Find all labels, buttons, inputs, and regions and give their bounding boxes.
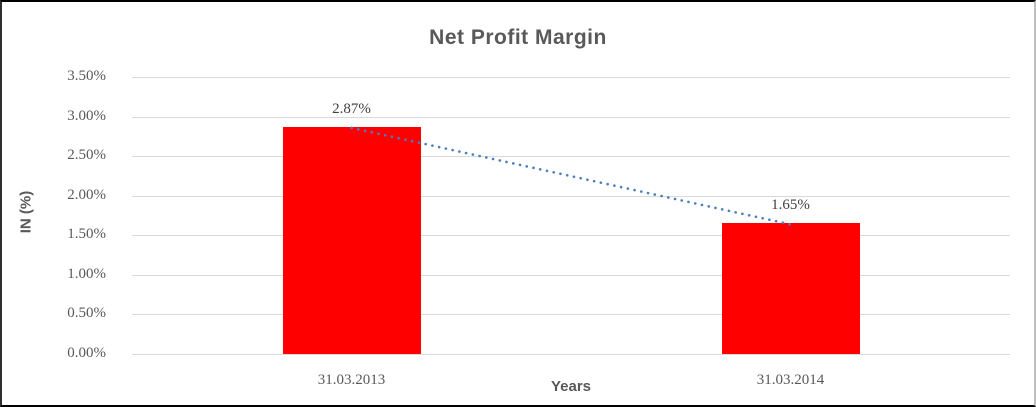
y-tick-label: 2.50% [67,147,106,164]
gridline [132,195,1010,197]
chart-title: Net Profit Margin [429,26,607,49]
x-axis-title: Years [550,378,592,395]
gridline [132,116,1010,118]
y-tick-label: 3.50% [67,68,106,84]
gridline [132,235,1010,237]
bar-31.03.2013[interactable] [282,126,421,354]
y-tick-label: 0.00% [67,345,106,361]
gridline [132,354,1010,355]
x-tick-label: 31.03.2014 [756,372,825,388]
gridline [132,274,1010,276]
x-tick-label: 31.03.2013 [317,372,386,388]
gridline [132,314,1010,316]
trendline-layer [350,126,792,226]
gridline [132,77,1010,78]
gridline [132,156,1010,158]
bar-31.03.2014[interactable] [721,223,860,354]
plot-area: 2.87% 1.65% [132,77,1010,355]
y-tick-label: 2.00% [67,186,106,203]
y-tick-label: 0.50% [67,305,106,322]
y-tick-label: 1.00% [67,265,106,282]
y-tick-label: 1.50% [67,226,106,243]
bar-data-label: 1.65% [771,197,810,214]
bar-data-label: 2.87% [332,100,371,117]
y-tick-label: 3.00% [67,107,106,124]
trendline[interactable] [350,126,792,226]
